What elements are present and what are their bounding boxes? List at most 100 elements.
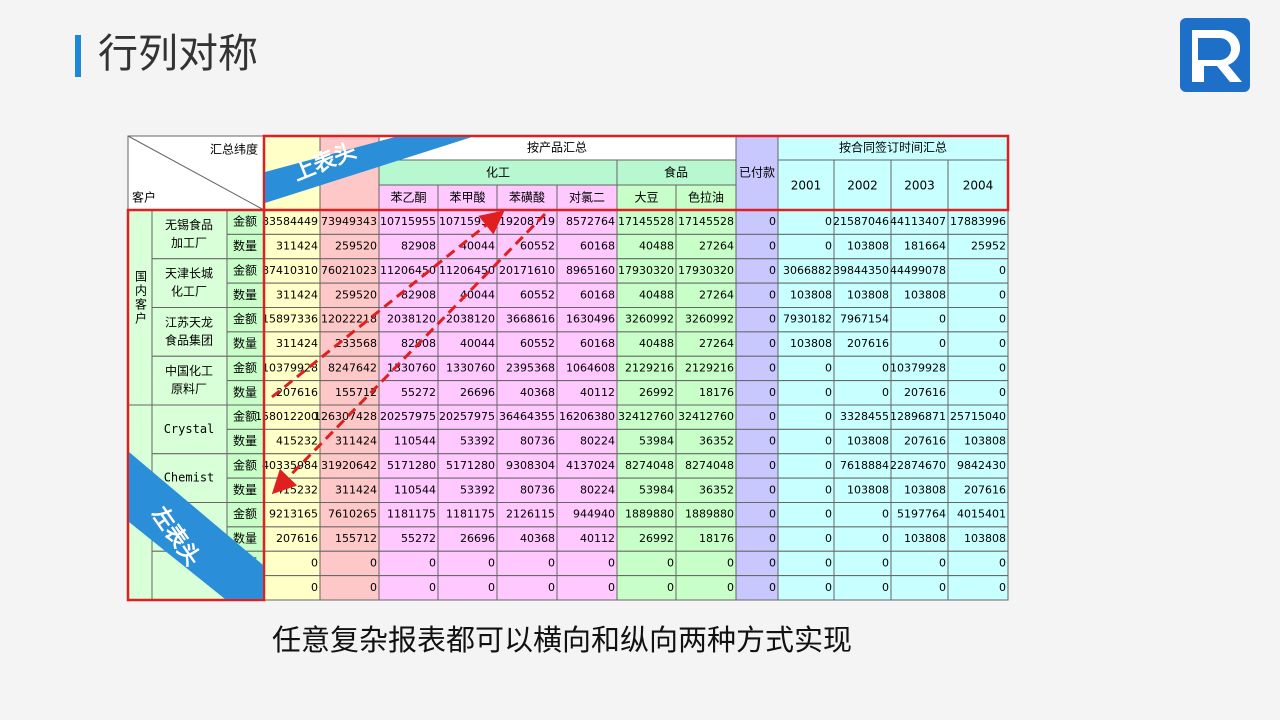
cell [437, 502, 498, 528]
value: 40488 [639, 337, 674, 350]
value: 207616 [276, 386, 318, 399]
value: 0 [488, 556, 495, 569]
cell [378, 209, 439, 235]
value: 0 [882, 556, 889, 569]
value: 0 [825, 435, 832, 448]
cell [616, 575, 677, 601]
value: 39844350 [833, 264, 889, 277]
value: 311424 [276, 337, 318, 350]
cell [675, 526, 737, 552]
value: 1889880 [625, 508, 674, 521]
value: 4015401 [957, 508, 1006, 521]
cell [151, 209, 228, 260]
value: 60552 [520, 240, 555, 253]
header: 2001 [791, 179, 822, 193]
value: 15897336 [262, 313, 318, 326]
value: 17145528 [678, 215, 734, 228]
value: 3260992 [685, 313, 734, 326]
cell [556, 477, 618, 503]
value: 0 [370, 581, 377, 594]
value: 60168 [580, 288, 615, 301]
cell [437, 575, 498, 601]
cell [833, 209, 892, 235]
value: 5171280 [446, 459, 495, 472]
cell [496, 331, 558, 357]
cell [947, 428, 1009, 455]
logo-r [1192, 29, 1242, 82]
measure: 数量 [233, 287, 257, 302]
cell [378, 575, 439, 601]
value: 0 [608, 556, 615, 569]
value: 83584449 [262, 215, 318, 228]
value: 0 [727, 581, 734, 594]
value: 0 [882, 361, 889, 374]
value: 0 [769, 288, 776, 301]
measure: 金额 [233, 457, 257, 472]
measure: 数量 [233, 482, 257, 497]
value: 87410310 [262, 264, 318, 277]
cell [735, 453, 779, 479]
cell [319, 233, 380, 260]
cell [777, 453, 835, 479]
cell [833, 502, 892, 528]
value: 26992 [639, 532, 674, 545]
value: 27264 [699, 240, 734, 253]
value: 0 [608, 581, 615, 594]
customer-name: 江苏天龙 [165, 315, 213, 329]
value: 1181175 [446, 508, 495, 521]
value: 82908 [401, 240, 436, 253]
value: 2038120 [446, 313, 495, 326]
cell [777, 331, 835, 357]
cell [833, 477, 892, 503]
slide-title: 行列对称 [98, 31, 258, 77]
logo [1180, 18, 1250, 92]
cell [319, 550, 380, 577]
value: 55272 [401, 386, 436, 399]
cell [777, 307, 835, 333]
cell [556, 282, 618, 308]
header: 对氯二 [569, 191, 605, 205]
cell [616, 307, 677, 333]
value: 2395368 [506, 361, 555, 374]
value: 0 [882, 581, 889, 594]
cell [616, 331, 677, 357]
cell [263, 550, 321, 577]
value: 0 [769, 337, 776, 350]
cell [496, 428, 558, 455]
value: 10379928 [890, 361, 946, 374]
value: 311424 [276, 240, 318, 253]
cell [833, 575, 892, 601]
value: 1889880 [685, 508, 734, 521]
cell [833, 526, 892, 552]
cell [556, 258, 618, 284]
value: 0 [999, 264, 1006, 277]
cell [947, 331, 1009, 357]
cell [947, 550, 1009, 577]
cell [556, 526, 618, 552]
value: 103808 [904, 532, 946, 545]
cell [378, 355, 439, 382]
value: 18176 [699, 386, 734, 399]
value: 0 [769, 581, 776, 594]
value: 53984 [639, 483, 674, 496]
value: 17883996 [950, 215, 1006, 228]
value: 26696 [460, 386, 495, 399]
value: 40488 [639, 288, 674, 301]
value: 126307428 [314, 410, 377, 423]
value: 0 [825, 483, 832, 496]
cell [616, 502, 677, 528]
cell [437, 526, 498, 552]
measure: 金额 [233, 360, 257, 375]
value: 311424 [335, 483, 377, 496]
value: 2129216 [625, 361, 674, 374]
cell [378, 159, 618, 186]
cell [947, 380, 1009, 406]
header: 2002 [847, 179, 878, 193]
cell [319, 526, 380, 552]
cell [263, 282, 321, 308]
cell [947, 258, 1009, 284]
value: 53392 [460, 435, 495, 448]
diagonal [127, 135, 265, 211]
measure: 金额 [233, 506, 257, 521]
caption: 任意复杂报表都可以横向和纵向两种方式实现 [272, 623, 852, 657]
